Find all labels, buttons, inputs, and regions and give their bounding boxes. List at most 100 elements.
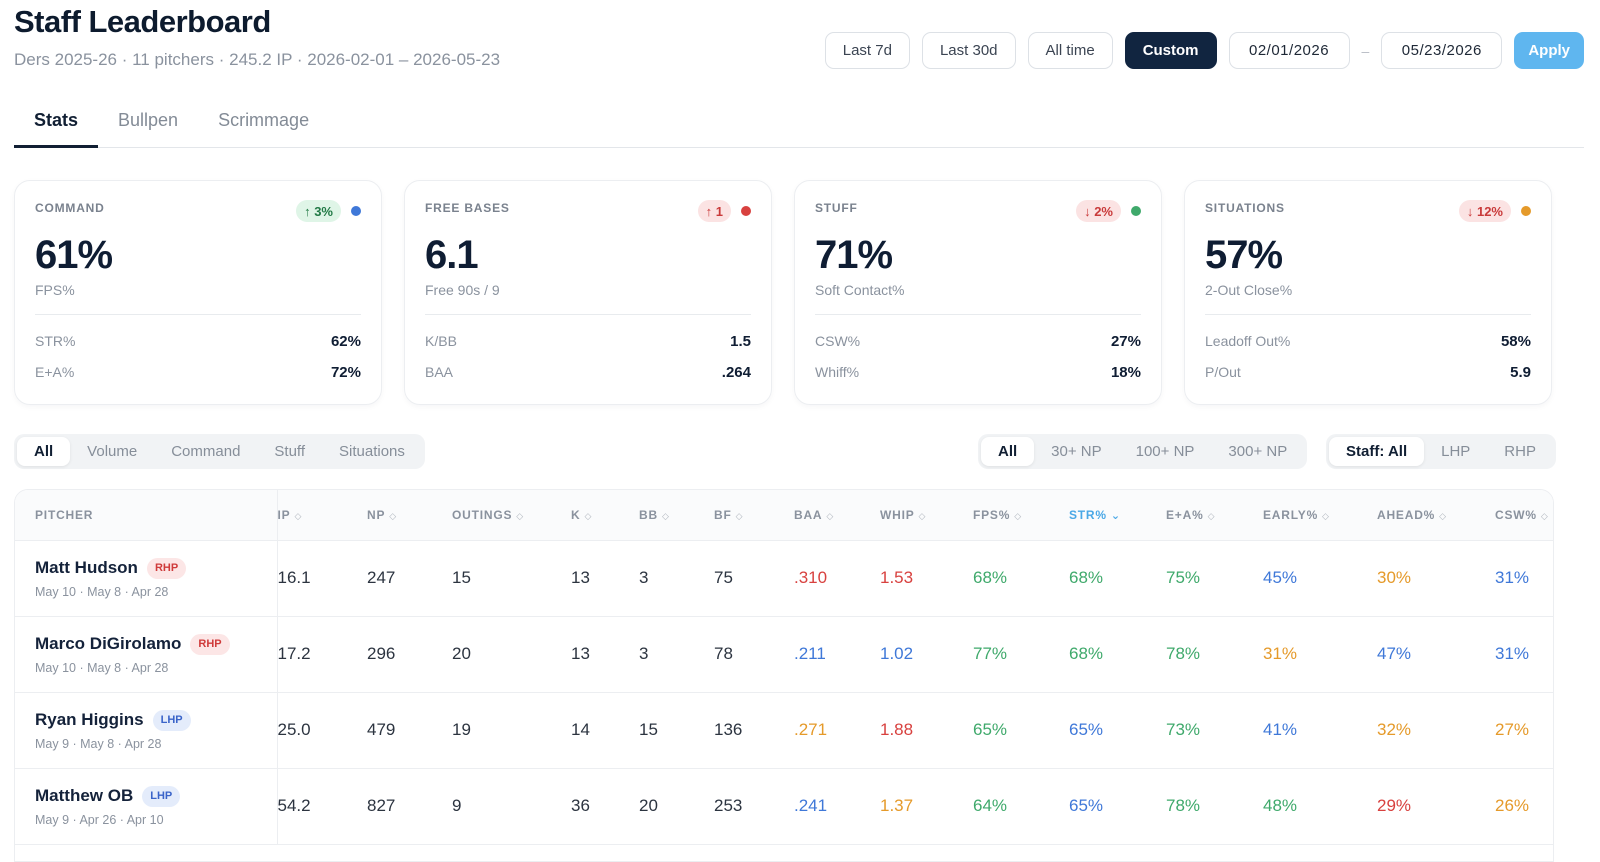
tab-stats[interactable]: Stats [14, 98, 99, 148]
column-header-str[interactable]: STR% ⌄ [1069, 490, 1166, 541]
cell-fps: 64% [973, 768, 1069, 845]
column-header-label: BF [714, 507, 732, 522]
pitcher-name[interactable]: Marco DiGirolamo [35, 634, 182, 653]
sort-icon[interactable]: ◇ [1207, 510, 1216, 521]
cell-bb: 3 [639, 616, 714, 693]
cell-str: 65% [1069, 692, 1166, 769]
sort-icon[interactable]: ◇ [1322, 510, 1330, 521]
start-date-input[interactable]: 02/01/2026 [1228, 32, 1350, 69]
cell-bb: 3 [639, 540, 714, 617]
column-header-e-a[interactable]: E+A% ◇ [1166, 490, 1263, 541]
pitcher-name[interactable]: Ryan Higgins [35, 710, 144, 729]
filter-staff-rhp[interactable]: RHP [1504, 443, 1536, 460]
table-row[interactable]: Ryan Higgins LHP May 9 · May 8 · Apr 28 25.… [15, 692, 1553, 769]
filter-category-situations[interactable]: Situations [339, 443, 405, 460]
card-divider [1205, 314, 1531, 315]
column-header-label: K [571, 507, 581, 522]
sort-icon[interactable]: ◇ [516, 510, 525, 521]
status-dot-icon [351, 206, 361, 216]
pitcher-cell[interactable]: Marco DiGirolamo RHP May 10 · May 8 · Apr … [15, 616, 278, 693]
cell-ahead: 29% [1377, 768, 1495, 845]
card-value: 61% [35, 233, 113, 277]
cell-bf: 253 [714, 768, 794, 845]
sort-icon[interactable]: ◇ [584, 510, 593, 521]
sort-icon[interactable]: ◇ [826, 510, 835, 521]
sort-desc-icon[interactable]: ⌄ [1110, 509, 1121, 522]
column-header-early[interactable]: EARLY% ◇ [1263, 490, 1377, 541]
summary-card-stuff: STUFF ↓ 2% 71% Soft Contact% CSW% 27% Whiff% 18… [794, 180, 1162, 405]
sort-icon[interactable]: ◇ [735, 510, 744, 521]
range-last-30d-button[interactable]: Last 30d [921, 32, 1016, 69]
table-row[interactable]: Matt Hudson RHP May 10 · May 8 · Apr 28 16.… [15, 540, 1553, 617]
cell-early: 31% [1263, 616, 1377, 693]
card-stat-value: 62% [330, 333, 361, 350]
column-header-label: CSW% [1495, 507, 1537, 522]
sort-icon[interactable]: ◇ [1540, 510, 1549, 521]
card-stat-label: STR% [35, 333, 76, 349]
cell-whip: 1.02 [880, 616, 973, 693]
filter-category-command[interactable]: Command [171, 443, 241, 460]
end-date-input[interactable]: 05/23/2026 [1381, 32, 1503, 69]
page-title: Staff Leaderboard [14, 4, 271, 39]
filter-np-100-np[interactable]: 100+ NP [1135, 443, 1195, 460]
column-header-label: BB [639, 507, 658, 522]
apply-button[interactable]: Apply [1514, 32, 1584, 69]
tab-bullpen[interactable]: Bullpen [118, 110, 179, 130]
summary-cards: COMMAND ↑ 3% 61% FPS% STR% 62% E+A% 72% FREE BAS… [14, 180, 1552, 405]
sort-icon[interactable]: ◇ [1439, 510, 1447, 521]
card-stat-row: STR% 62% [35, 333, 361, 350]
summary-card-situations: SITUATIONS ↓ 12% 57% 2-Out Close% Leadoff Ou… [1184, 180, 1552, 405]
range-custom-button[interactable]: Custom [1124, 32, 1217, 69]
column-header-bb[interactable]: BB ◇ [639, 490, 714, 541]
filter-staff-lhp[interactable]: LHP [1441, 443, 1471, 460]
column-header-csw[interactable]: CSW% ◇ [1495, 490, 1553, 541]
range-last-7d-button[interactable]: Last 7d [824, 32, 910, 69]
pitcher-cell[interactable]: Matthew OB LHP May 9 · Apr 26 · Apr 10 [15, 768, 278, 845]
cell-whip: 1.53 [880, 540, 973, 617]
column-header-baa[interactable]: BAA ◇ [794, 490, 880, 541]
pitcher-name[interactable]: Matthew OB [35, 786, 134, 805]
sort-icon[interactable]: ◇ [661, 510, 670, 521]
card-stat-row: CSW% 27% [815, 333, 1141, 350]
cell-np: 247 [367, 540, 452, 617]
cell-baa: .310 [794, 540, 880, 617]
column-header-ahead[interactable]: AHEAD% ◇ [1377, 490, 1495, 541]
outing-dates: May 10 · May 8 · Apr 28 [35, 660, 169, 675]
filter-category-volume[interactable]: Volume [87, 443, 138, 460]
column-header-label: WHIP [880, 507, 915, 522]
card-stat-label: E+A% [35, 364, 75, 380]
tab-scrimmage[interactable]: Scrimmage [218, 110, 310, 130]
card-stat-label: CSW% [815, 333, 861, 349]
column-header-outings[interactable]: OUTINGS ◇ [452, 490, 571, 541]
table-row[interactable]: Marco DiGirolamo RHP May 10 · May 8 · Apr … [15, 616, 1553, 693]
filter-np-300-np[interactable]: 300+ NP [1228, 443, 1288, 460]
card-stat-value: 58% [1500, 333, 1531, 350]
filter-category-stuff[interactable]: Stuff [274, 443, 306, 460]
page-subtitle: Ders 2025-26 · 11 pitchers · 245.2 IP · … [14, 50, 501, 69]
column-header-bf[interactable]: BF ◇ [714, 490, 794, 541]
card-stat-label: Leadoff Out% [1205, 333, 1291, 349]
staff-filter: Staff: All LHP RHP [1326, 434, 1556, 469]
sort-icon[interactable]: ◇ [294, 510, 303, 521]
cell-outings: 15 [452, 540, 571, 617]
pitcher-cell[interactable]: Ryan Higgins LHP May 9 · May 8 · Apr 28 [15, 692, 278, 769]
sort-icon[interactable]: ◇ [918, 510, 927, 521]
pitcher-name[interactable]: Matt Hudson [35, 558, 138, 577]
column-header-label: FPS% [973, 507, 1011, 522]
sort-icon[interactable]: ◇ [1014, 510, 1022, 521]
cell-str: 65% [1069, 768, 1166, 845]
filter-category-all[interactable]: All [17, 437, 71, 466]
column-header-k[interactable]: K ◇ [571, 490, 639, 541]
table-row[interactable]: Matthew OB LHP May 9 · Apr 26 · Apr 10 54.2… [15, 768, 1553, 845]
filter-np-30-np[interactable]: 30+ NP [1051, 443, 1102, 460]
sort-icon[interactable]: ◇ [389, 510, 398, 521]
column-header-np[interactable]: NP ◇ [367, 490, 452, 541]
column-header-ip[interactable]: IP ◇ [277, 490, 367, 541]
card-stat-value: 1.5 [730, 333, 751, 350]
column-header-whip[interactable]: WHIP ◇ [880, 490, 973, 541]
filter-staff-staff-all[interactable]: Staff: All [1329, 437, 1425, 466]
column-header-fps[interactable]: FPS% ◇ [973, 490, 1069, 541]
pitcher-cell[interactable]: Matt Hudson RHP May 10 · May 8 · Apr 28 [15, 540, 278, 617]
range-all-time-button[interactable]: All time [1027, 32, 1113, 69]
filter-np-all[interactable]: All [981, 437, 1035, 466]
